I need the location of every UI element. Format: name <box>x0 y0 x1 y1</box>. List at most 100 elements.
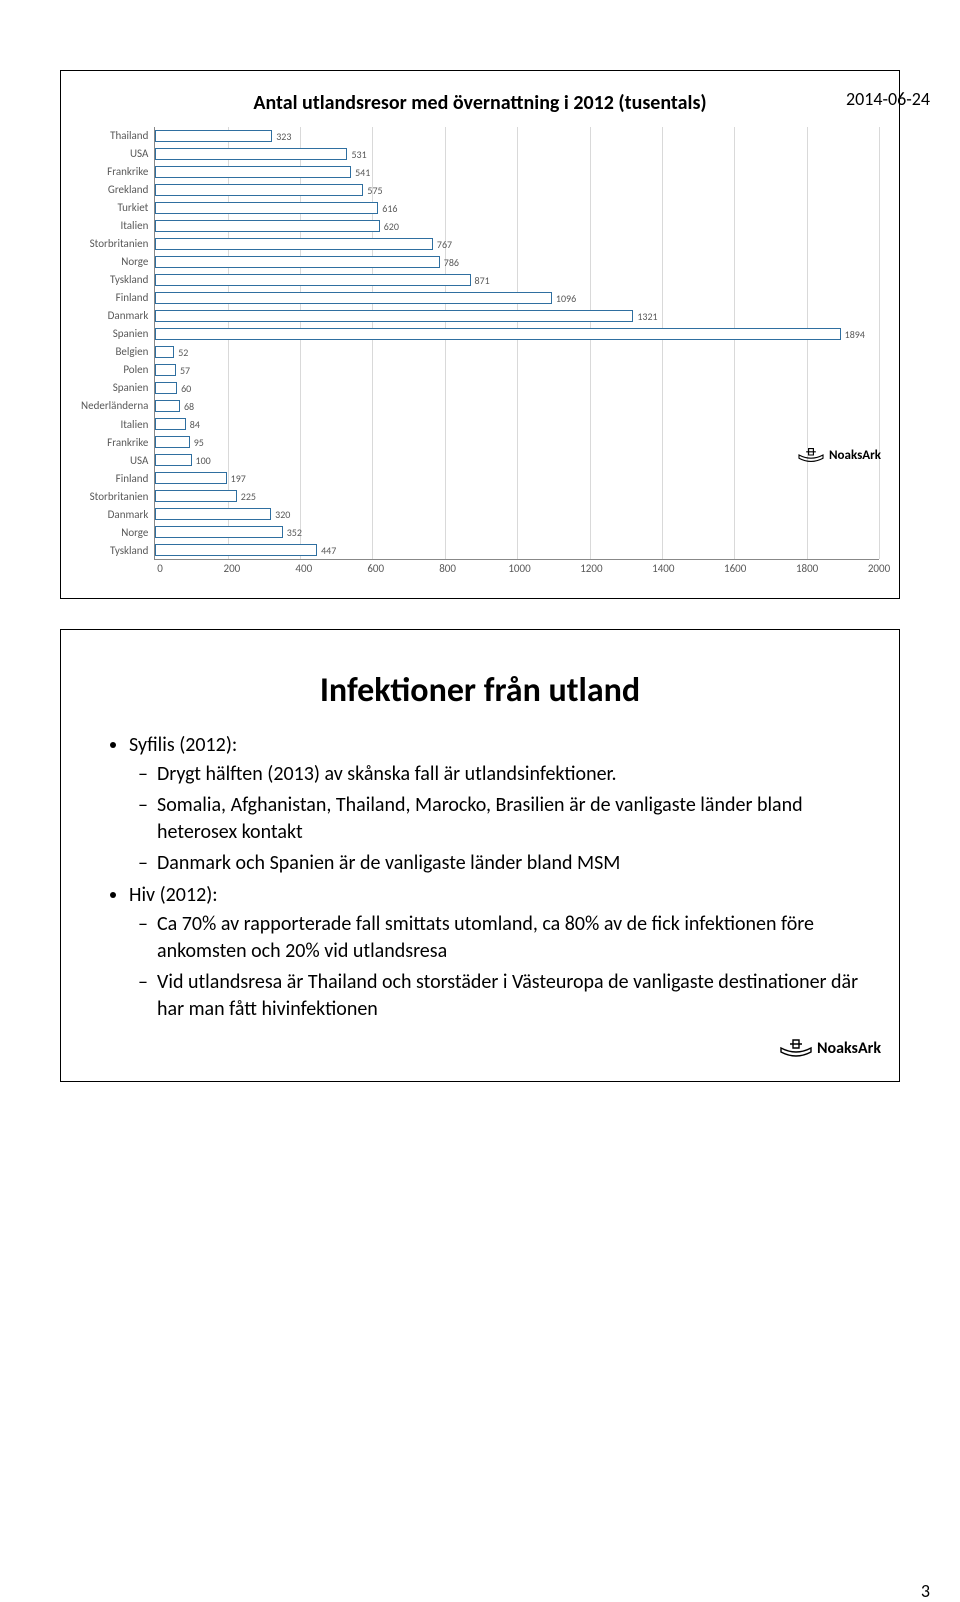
bar-value-label: 1096 <box>556 292 576 305</box>
logo-text: NoaksArk <box>829 448 881 463</box>
sub-bullet-item: Drygt hälften (2013) av skånska fall är … <box>157 761 859 788</box>
chart-bar <box>155 328 840 340</box>
bullet-label: Syfilis (2012): <box>129 733 237 757</box>
bullet-label: Hiv (2012): <box>129 883 218 907</box>
bar-value-label: 541 <box>355 166 370 179</box>
bar-row: 60 <box>155 379 879 397</box>
x-axis-tick: 200 <box>224 562 241 575</box>
x-axis-tick: 600 <box>367 562 384 575</box>
y-axis-label: Spanien <box>113 379 149 397</box>
bar-value-label: 447 <box>321 544 336 557</box>
y-axis-label: Grekland <box>108 181 148 199</box>
y-axis-label: Frankrike <box>107 434 148 452</box>
bar-value-label: 620 <box>384 220 399 233</box>
x-axis-tick: 1600 <box>724 562 746 575</box>
y-axis-label: Thailand <box>110 127 148 145</box>
sub-bullet-list: Ca 70% av rapporterade fall smittats uto… <box>129 911 859 1023</box>
y-axis-label: USA <box>130 452 148 470</box>
text-slide: Infektioner från utland Syfilis (2012): D… <box>60 629 900 1082</box>
chart-bar <box>155 454 191 466</box>
ark-icon <box>779 1038 813 1058</box>
bar-value-label: 1321 <box>637 310 657 323</box>
y-axis-label: Tyskland <box>110 271 148 289</box>
chart-bar <box>155 346 174 358</box>
page-number: 3 <box>921 1580 930 1602</box>
chart-slide: Antal utlandsresor med övernattning i 20… <box>60 70 900 599</box>
chart-bar <box>155 238 433 250</box>
chart-bar <box>155 526 282 538</box>
slide2-title: Infektioner från utland <box>101 670 859 711</box>
chart-bar <box>155 382 177 394</box>
bar-value-label: 95 <box>194 436 204 449</box>
bar-row: 871 <box>155 271 879 289</box>
y-axis-label: Italien <box>120 416 148 434</box>
bar-row: 323 <box>155 127 879 145</box>
bar-value-label: 57 <box>180 364 190 377</box>
chart-bar <box>155 400 180 412</box>
bar-value-label: 352 <box>287 526 302 539</box>
ark-icon <box>797 447 825 463</box>
bar-value-label: 100 <box>196 454 211 467</box>
bar-value-label: 871 <box>475 274 490 287</box>
bar-value-label: 84 <box>190 418 200 431</box>
y-axis-label: Norge <box>121 524 148 542</box>
bar-row: 84 <box>155 415 879 433</box>
chart-bar <box>155 166 351 178</box>
y-axis-label: Belgien <box>115 343 148 361</box>
x-axis-tick: 1000 <box>508 562 530 575</box>
bar-value-label: 786 <box>444 256 459 269</box>
bar-row: 352 <box>155 523 879 541</box>
chart-bar <box>155 472 226 484</box>
bar-row: 767 <box>155 235 879 253</box>
bar-row: 100 <box>155 451 879 469</box>
bar-value-label: 1894 <box>845 328 865 341</box>
bar-row: 1096 <box>155 289 879 307</box>
x-axis-tick: 800 <box>439 562 456 575</box>
y-axis-label: Norge <box>121 253 148 271</box>
x-axis-tick: 400 <box>295 562 312 575</box>
bar-row: 52 <box>155 343 879 361</box>
slide2-bullets: Syfilis (2012): Drygt hälften (2013) av s… <box>101 733 859 1023</box>
chart-area: ThailandUSAFrankrikeGreklandTurkietItali… <box>81 127 879 560</box>
y-axis-label: Polen <box>123 361 148 379</box>
sub-bullet-item: Ca 70% av rapporterade fall smittats uto… <box>157 911 859 965</box>
chart-bar <box>155 130 272 142</box>
bar-row: 1321 <box>155 307 879 325</box>
chart-bar <box>155 184 363 196</box>
y-axis-label: Storbritanien <box>90 488 149 506</box>
x-axis-tick: 2000 <box>868 562 890 575</box>
y-axis-label: Danmark <box>108 307 149 325</box>
y-axis-label: USA <box>130 145 148 163</box>
chart-bar <box>155 310 633 322</box>
chart-bar <box>155 508 271 520</box>
bar-value-label: 323 <box>276 130 291 143</box>
bar-value-label: 225 <box>241 490 256 503</box>
bar-value-label: 575 <box>367 184 382 197</box>
bar-value-label: 616 <box>382 202 397 215</box>
chart-x-ticks: 0200400600800100012001400160018002000 <box>160 562 879 578</box>
bar-row: 616 <box>155 199 879 217</box>
bar-value-label: 60 <box>181 382 191 395</box>
chart-bar <box>155 292 552 304</box>
chart-bar <box>155 544 317 556</box>
bar-row: 541 <box>155 163 879 181</box>
bar-value-label: 531 <box>351 148 366 161</box>
chart-bar <box>155 418 185 430</box>
logo-text: NoaksArk <box>817 1039 881 1058</box>
bar-row: 620 <box>155 217 879 235</box>
x-axis-tick: 1400 <box>652 562 674 575</box>
chart-bar <box>155 220 379 232</box>
y-axis-label: Finland <box>116 470 149 488</box>
bar-row: 197 <box>155 469 879 487</box>
bar-row: 95 <box>155 433 879 451</box>
y-axis-label: Turkiet <box>117 199 148 217</box>
y-axis-label: Storbritanien <box>90 235 149 253</box>
chart-bar <box>155 256 439 268</box>
x-axis-tick: 1200 <box>580 562 602 575</box>
y-axis-label: Danmark <box>108 506 149 524</box>
bar-value-label: 320 <box>275 508 290 521</box>
chart-bar <box>155 436 189 448</box>
chart-plot: 323 531 541 575616 620 767 786 871 1096 1321 1894 5… <box>154 127 879 560</box>
y-axis-label: Tyskland <box>110 542 148 560</box>
x-axis-tick: 0 <box>157 562 163 575</box>
